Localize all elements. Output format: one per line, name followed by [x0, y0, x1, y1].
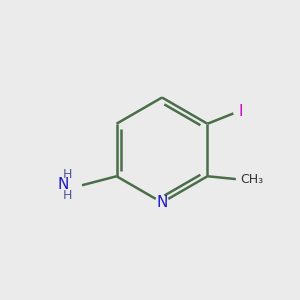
Bar [236, 172, 262, 187]
Text: H: H [62, 189, 72, 202]
Text: N: N [156, 195, 168, 210]
Text: I: I [238, 104, 243, 119]
Text: N: N [58, 177, 69, 192]
Text: CH₃: CH₃ [240, 173, 263, 186]
Circle shape [155, 196, 169, 209]
Text: H: H [63, 168, 73, 181]
Circle shape [234, 105, 247, 118]
Bar [47, 172, 75, 200]
